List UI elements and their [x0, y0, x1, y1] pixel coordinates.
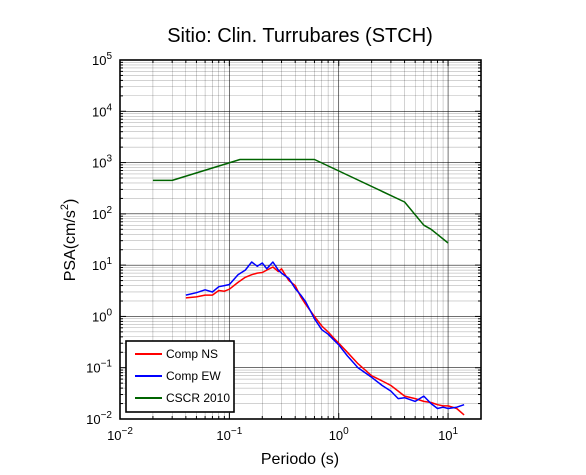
y-tick-base: 10: [86, 412, 100, 427]
x-tick-label: 101: [438, 426, 458, 443]
y-tick-label: 102: [92, 205, 112, 222]
series-group: [152, 158, 465, 416]
y-tick-base: 10: [86, 361, 100, 376]
legend-label-ns: Comp NS: [166, 347, 218, 361]
y-tick-base: 10: [92, 309, 106, 324]
y-tick-exponent: 1: [106, 256, 112, 267]
y-tick-base: 10: [92, 53, 106, 68]
x-tick-label: 10−2: [107, 426, 133, 443]
legend-label-cscr: CSCR 2010: [166, 391, 230, 405]
series-line-comp-ew: [185, 261, 465, 410]
y-tick-base: 10: [92, 258, 106, 273]
y-tick-exponent: 5: [106, 51, 112, 62]
y-tick-exponent: 0: [106, 307, 112, 318]
y-tick-base: 10: [92, 104, 106, 119]
y-axis-label-close: ): [62, 199, 79, 204]
y-axis-label: PSA(cm/s2): [59, 199, 79, 282]
x-tick-exponent: −2: [122, 426, 134, 437]
y-tick-label: 101: [92, 256, 112, 273]
legend: Comp NS Comp EW CSCR 2010: [125, 340, 235, 413]
x-tick-base: 10: [216, 428, 230, 443]
y-tick-exponent: 4: [106, 102, 112, 113]
y-axis-label-main: PSA(cm/s: [62, 210, 79, 281]
plot-frame: [119, 59, 482, 420]
chart-title: Sitio: Clin. Turrubares (STCH): [167, 25, 433, 47]
y-tick-base: 10: [92, 156, 106, 171]
y-tick-label: 105: [92, 51, 112, 68]
y-tick-exponent: −2: [101, 410, 113, 421]
x-tick-label: 10−1: [216, 426, 242, 443]
y-tick-exponent: 3: [106, 154, 112, 165]
y-tick-label: 10−1: [86, 359, 112, 376]
y-tick-label: 100: [92, 307, 112, 324]
y-tick-label: 104: [92, 102, 112, 119]
legend-label-ew: Comp EW: [166, 369, 221, 383]
y-axis-label-sup: 2: [59, 204, 71, 210]
x-tick-base: 10: [438, 428, 452, 443]
x-axis-label: Periodo (s): [261, 451, 339, 468]
y-tick-label: 10−2: [86, 410, 112, 427]
x-tick-label: 100: [329, 426, 349, 443]
y-tick-exponent: 2: [106, 205, 112, 216]
x-tick-base: 10: [107, 428, 121, 443]
x-tick-labels: 10−2 10−1 100 101: [107, 426, 458, 443]
y-tick-base: 10: [92, 207, 106, 222]
grid: [119, 59, 482, 420]
series-line-cscr-2010: [152, 158, 449, 244]
x-tick-exponent: 0: [343, 426, 349, 437]
y-tick-exponent: −1: [101, 359, 113, 370]
x-tick-exponent: −1: [231, 426, 243, 437]
x-tick-exponent: 1: [453, 426, 459, 437]
x-tick-base: 10: [329, 428, 343, 443]
ticks: [119, 59, 482, 420]
y-tick-label: 103: [92, 154, 112, 171]
